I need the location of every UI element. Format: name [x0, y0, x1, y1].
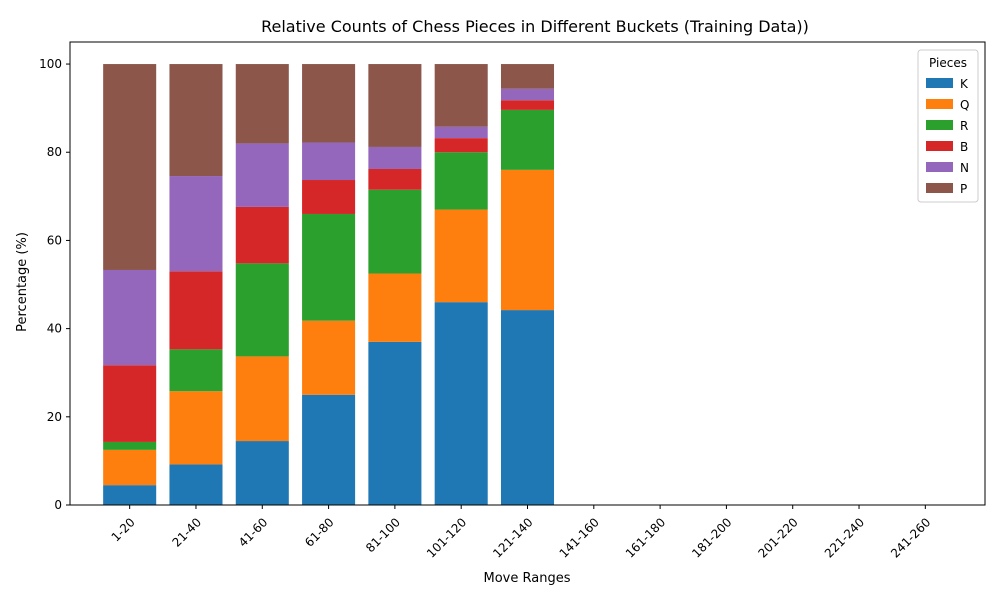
- legend-swatch-b: [926, 141, 953, 151]
- bar-segment-p-81-100: [368, 64, 422, 147]
- bar-segment-n-101-120: [434, 126, 488, 139]
- legend-swatch-n: [926, 162, 953, 172]
- y-tick-label: 60: [47, 233, 62, 247]
- bar-segment-n-1-20: [103, 269, 157, 366]
- bar-segment-p-41-60: [235, 64, 289, 144]
- bar-segment-b-61-80: [302, 180, 356, 214]
- x-tick-label: 81-100: [363, 515, 403, 555]
- legend-label-n: N: [960, 161, 969, 175]
- x-tick-label: 141-160: [557, 515, 602, 560]
- bar-segment-q-121-140: [500, 169, 555, 311]
- bar-segment-k-1-20: [103, 485, 157, 505]
- legend-swatch-k: [926, 78, 953, 88]
- x-tick-label: 241-260: [888, 515, 933, 560]
- bar-segment-q-21-40: [169, 391, 223, 465]
- bar-segment-r-41-60: [235, 263, 289, 357]
- legend-swatch-p: [926, 183, 953, 193]
- bar-segment-n-61-80: [302, 142, 356, 181]
- bar-segment-r-21-40: [169, 349, 223, 392]
- legend-label-p: P: [960, 182, 967, 196]
- bar-segment-b-81-100: [368, 168, 422, 190]
- bar-segment-p-1-20: [103, 64, 157, 270]
- x-tick-label: 1-20: [109, 515, 138, 544]
- bar-segment-b-121-140: [500, 100, 555, 110]
- bar-segment-n-41-60: [235, 143, 289, 207]
- bar-segment-k-21-40: [169, 464, 223, 505]
- bar-segment-k-101-120: [434, 302, 488, 505]
- x-tick-label: 221-240: [822, 515, 867, 560]
- bar-segment-p-61-80: [302, 64, 356, 143]
- legend-title: Pieces: [929, 56, 967, 70]
- bar-segment-r-61-80: [302, 213, 356, 321]
- legend-label-b: B: [960, 140, 968, 154]
- bar-segment-p-21-40: [169, 64, 223, 177]
- x-tick-label: 181-200: [689, 515, 734, 560]
- bar-segment-b-21-40: [169, 271, 223, 350]
- bar-segment-p-121-140: [500, 64, 555, 89]
- y-tick-label: 100: [39, 57, 62, 71]
- x-tick-label: 161-180: [623, 515, 668, 560]
- bar-segment-r-81-100: [368, 189, 422, 274]
- legend-label-q: Q: [960, 98, 969, 112]
- y-tick-label: 80: [47, 145, 62, 159]
- x-tick-label: 61-80: [302, 515, 337, 550]
- bar-segment-n-121-140: [500, 88, 555, 101]
- bar-segment-k-61-80: [302, 394, 356, 505]
- bar-segment-r-121-140: [500, 109, 555, 170]
- bar-segment-q-41-60: [235, 356, 289, 442]
- bar-segment-k-81-100: [368, 341, 422, 505]
- bar-segment-q-81-100: [368, 273, 422, 342]
- x-axis-label: Move Ranges: [484, 571, 571, 586]
- bar-segment-q-101-120: [434, 209, 488, 303]
- y-tick-label: 20: [47, 410, 62, 424]
- bar-segment-n-21-40: [169, 176, 223, 272]
- bar-segment-q-61-80: [302, 320, 356, 395]
- y-axis-label: Percentage (%): [15, 232, 30, 332]
- bars-layer: [103, 64, 555, 505]
- bar-segment-k-41-60: [235, 441, 289, 505]
- x-tick-label: 121-140: [490, 515, 535, 560]
- x-tick-label: 21-40: [170, 515, 205, 550]
- bar-segment-r-1-20: [103, 441, 157, 450]
- legend-label-r: R: [960, 119, 968, 133]
- chart-title: Relative Counts of Chess Pieces in Diffe…: [261, 17, 809, 36]
- x-tick-label: 41-60: [236, 515, 271, 550]
- x-tick-label: 101-120: [424, 515, 469, 560]
- legend-swatch-r: [926, 120, 953, 130]
- bar-segment-b-1-20: [103, 365, 157, 442]
- bar-segment-b-41-60: [235, 206, 289, 264]
- legend-label-k: K: [960, 77, 969, 91]
- y-tick-label: 0: [54, 498, 62, 512]
- bar-segment-k-121-140: [500, 310, 555, 505]
- bar-segment-b-101-120: [434, 138, 488, 153]
- legend-swatch-q: [926, 99, 953, 109]
- x-tick-label: 201-220: [755, 515, 800, 560]
- y-tick-label: 40: [47, 322, 62, 336]
- bar-segment-r-101-120: [434, 152, 488, 210]
- bar-segment-n-81-100: [368, 146, 422, 169]
- bar-segment-p-101-120: [434, 64, 488, 127]
- bar-segment-q-1-20: [103, 449, 157, 486]
